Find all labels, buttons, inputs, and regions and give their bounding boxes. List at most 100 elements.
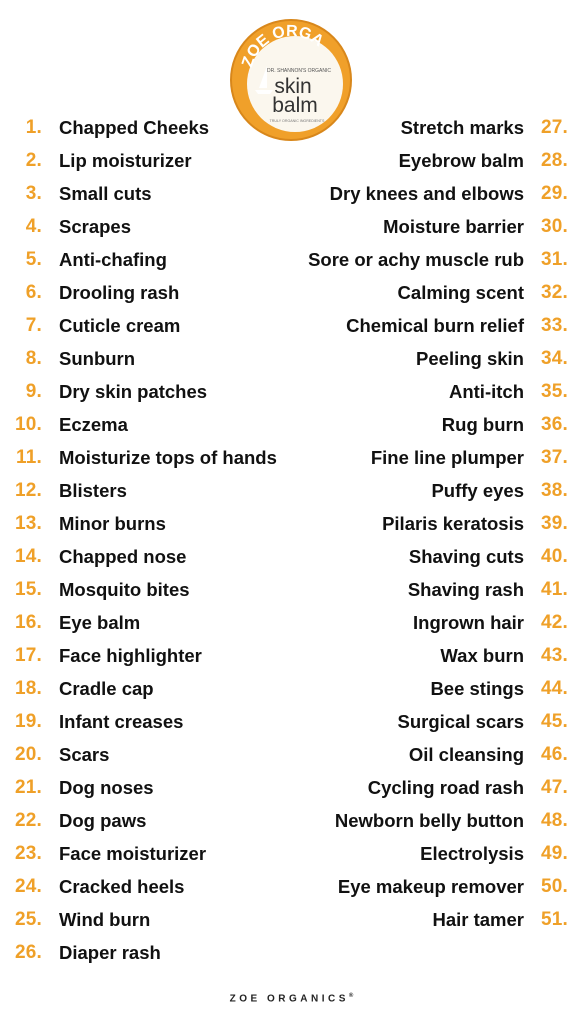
item-label: Small cuts: [59, 183, 152, 204]
product-tin-image: ZOE ORGA DR. SHANNON'S ORGANIC skin balm…: [229, 18, 353, 142]
list-item: 51. Hair tamer: [0, 903, 583, 936]
list-item: 2. Lip moisturizer: [0, 144, 583, 177]
item-label: Rug burn: [441, 414, 524, 435]
list-item: 44. Bee stings: [0, 672, 583, 705]
list-item: 33. Chemical burn relief: [0, 309, 583, 342]
item-number: 5.: [25, 249, 42, 270]
item-label: Sunburn: [59, 348, 136, 369]
item-label: Bee stings: [430, 678, 524, 699]
list-item: 46. Oil cleansing: [0, 738, 583, 771]
item-label: Blisters: [59, 480, 127, 501]
item-label: Fine line plumper: [370, 447, 524, 468]
item-number: 27.: [541, 117, 569, 138]
item-label: Lip moisturizer: [59, 150, 192, 171]
item-label: Chapped Cheeks: [59, 117, 210, 138]
item-number: 17.: [14, 645, 42, 666]
item-number: 49.: [541, 843, 569, 864]
item-number: 19.: [14, 711, 42, 732]
item-label: Wind burn: [59, 909, 151, 930]
item-number: 28.: [541, 150, 569, 171]
item-number: 34.: [541, 348, 569, 369]
item-label: Chapped nose: [59, 546, 187, 567]
item-label: Newborn belly button: [334, 810, 524, 831]
tin-name-line2: balm: [272, 94, 318, 117]
item-label: Puffy eyes: [431, 480, 524, 501]
item-number: 1.: [25, 117, 42, 138]
list-item: 24. Cracked heels: [0, 870, 583, 903]
item-number: 46.: [541, 744, 569, 765]
item-label: Shaving cuts: [408, 546, 524, 567]
list-item: 38. Puffy eyes: [0, 474, 583, 507]
list-item: 5. Anti-chafing: [0, 243, 583, 276]
item-label: Peeling skin: [416, 348, 524, 369]
item-label: Electrolysis: [420, 843, 524, 864]
item-number: 11.: [16, 447, 42, 468]
item-number: 31.: [541, 249, 569, 270]
item-number: 38.: [541, 480, 569, 501]
item-label: Stretch marks: [400, 117, 524, 138]
list-item: 21. Dog noses: [0, 771, 583, 804]
item-label: Eyebrow balm: [398, 150, 524, 171]
item-number: 26.: [14, 942, 42, 963]
item-number: 33.: [541, 315, 569, 336]
list-item: 41. Shaving rash: [0, 573, 583, 606]
item-label: Dog paws: [59, 810, 147, 831]
item-number: 45.: [541, 711, 569, 732]
item-number: 48.: [541, 810, 569, 831]
item-number: 43.: [541, 645, 569, 666]
item-number: 6.: [25, 282, 42, 303]
list-item: 18. Cradle cap: [0, 672, 583, 705]
item-label: Chemical burn relief: [346, 315, 524, 336]
list-item: 22. Dog paws: [0, 804, 583, 837]
item-label: Pilaris keratosis: [382, 513, 524, 534]
list-item: 45. Surgical scars: [0, 705, 583, 738]
list-item: 13. Minor burns: [0, 507, 583, 540]
item-number: 13.: [14, 513, 42, 534]
item-number: 42.: [541, 612, 569, 633]
item-label: Calming scent: [397, 282, 524, 303]
item-label: Ingrown hair: [413, 612, 524, 633]
list-item: 3. Small cuts: [0, 177, 583, 210]
item-label: Eczema: [59, 414, 128, 435]
item-number: 18.: [14, 678, 42, 699]
tin-fine-print: TRULY ORGANIC INGREDIENTS: [270, 119, 325, 123]
item-label: Drooling rash: [59, 282, 180, 303]
item-label: Surgical scars: [397, 711, 525, 732]
list-item: 17. Face highlighter: [0, 639, 583, 672]
item-label: Sore or achy muscle rub: [308, 249, 524, 270]
item-label: Eye balm: [59, 612, 141, 633]
list-item: 43. Wax burn: [0, 639, 583, 672]
list-item: 12. Blisters: [0, 474, 583, 507]
item-number: 44.: [541, 678, 569, 699]
item-label: Shaving rash: [407, 579, 524, 600]
item-number: 15.: [14, 579, 42, 600]
item-label: Dry knees and elbows: [329, 183, 524, 204]
list-item: 31. Sore or achy muscle rub: [0, 243, 583, 276]
list-item: 30. Moisture barrier: [0, 210, 583, 243]
item-number: 2.: [25, 150, 42, 171]
item-number: 25.: [14, 909, 42, 930]
list-item: 48. Newborn belly button: [0, 804, 583, 837]
list-item: 8. Sunburn: [0, 342, 583, 375]
item-number: 4.: [25, 216, 42, 237]
item-label: Cradle cap: [59, 678, 154, 699]
item-label: Dry skin patches: [59, 381, 208, 402]
list-item: 39. Pilaris keratosis: [0, 507, 583, 540]
item-label: Dog noses: [59, 777, 154, 798]
list-item: 1. Chapped Cheeks: [0, 111, 583, 144]
item-number: 37.: [541, 447, 569, 468]
list-item: 49. Electrolysis: [0, 837, 583, 870]
item-number: 12.: [14, 480, 42, 501]
item-number: 24.: [14, 876, 42, 897]
item-label: Hair tamer: [432, 909, 524, 930]
list-item: 25. Wind burn: [0, 903, 583, 936]
item-label: Face highlighter: [59, 645, 202, 666]
item-number: 40.: [541, 546, 569, 567]
item-label: Moisturize tops of hands: [59, 447, 277, 468]
item-label: Mosquito bites: [59, 579, 190, 600]
item-label: Anti-chafing: [59, 249, 167, 270]
item-label: Face moisturizer: [59, 843, 207, 864]
footer-brand: ZOE ORGANICS®: [0, 993, 583, 1004]
list-item: 27. Stretch marks: [0, 111, 583, 144]
item-number: 3.: [25, 183, 42, 204]
